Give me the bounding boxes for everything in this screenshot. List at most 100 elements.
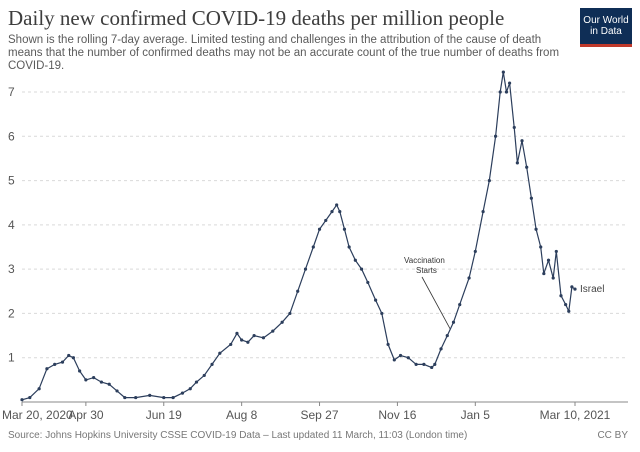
data-point[interactable] [347,245,351,249]
license-label[interactable]: CC BY [597,430,628,441]
data-point[interactable] [92,376,96,380]
data-point[interactable] [99,380,104,384]
logo-line-1: Our World [583,15,629,26]
data-point[interactable] [342,227,347,231]
data-point[interactable] [123,395,127,400]
data-point[interactable] [366,280,370,285]
data-point[interactable] [551,276,555,280]
data-point[interactable] [303,267,308,271]
data-point[interactable] [180,391,185,395]
data-point[interactable] [406,356,410,360]
data-point[interactable] [473,249,477,254]
x-tick-label: Mar 20, 2020 [2,408,73,422]
data-point[interactable] [261,336,266,340]
data-point[interactable] [554,249,558,254]
data-point[interactable] [433,362,437,366]
data-point[interactable] [458,302,462,307]
data-point[interactable] [392,358,396,362]
data-point[interactable] [311,245,315,249]
data-point[interactable] [271,329,275,333]
data-point[interactable] [202,373,206,378]
data-point[interactable] [559,294,563,298]
data-point[interactable] [542,271,546,276]
series-label-israel: Israel [580,284,604,295]
data-point[interactable] [229,342,233,347]
data-point[interactable] [445,333,449,338]
data-point[interactable] [467,276,471,280]
data-point[interactable] [498,90,502,94]
data-point[interactable] [504,90,509,94]
y-tick-label: 2 [8,306,15,320]
y-tick-label: 1 [8,351,15,365]
data-point[interactable] [53,362,57,366]
x-tick-label: Nov 16 [378,408,416,422]
data-point[interactable] [507,81,512,85]
data-point[interactable] [422,362,426,366]
data-point[interactable] [296,289,300,293]
data-point[interactable] [188,387,192,391]
data-point[interactable] [235,331,239,335]
data-point[interactable] [246,340,250,344]
data-point[interactable] [210,362,214,366]
data-point[interactable] [439,347,443,351]
data-point[interactable] [512,125,516,130]
data-point[interactable] [194,380,199,384]
data-point[interactable] [330,209,334,214]
data-point[interactable] [134,395,138,400]
data-point[interactable] [115,389,119,393]
data-point[interactable] [162,395,166,400]
data-point[interactable] [280,320,284,324]
data-point[interactable] [534,227,538,231]
owid-logo[interactable]: Our World in Data [580,8,632,47]
data-point[interactable] [317,227,322,231]
data-point[interactable] [71,356,76,360]
data-point[interactable] [335,203,339,207]
logo-line-2: in Data [590,26,622,37]
data-point[interactable] [84,378,88,382]
data-point[interactable] [37,387,41,391]
data-point[interactable] [487,178,491,183]
data-point[interactable] [20,398,24,402]
data-point[interactable] [573,287,577,291]
data-point[interactable] [107,382,111,386]
data-point[interactable] [252,333,256,338]
data-point[interactable] [78,369,82,373]
data-point[interactable] [430,365,434,370]
data-point[interactable] [218,351,222,355]
data-point[interactable] [481,209,485,214]
data-point[interactable] [515,161,519,165]
data-point[interactable] [148,393,152,397]
data-point[interactable] [564,302,568,307]
data-point[interactable] [374,298,378,302]
data-point[interactable] [240,338,244,342]
series-line-israel [21,72,576,401]
data-point[interactable] [525,165,529,169]
data-point[interactable] [529,196,533,200]
data-point[interactable] [570,285,574,289]
data-point[interactable] [28,395,32,400]
data-point[interactable] [546,258,551,262]
data-point[interactable] [414,362,418,366]
data-point[interactable] [398,353,403,358]
data-point[interactable] [288,311,292,316]
data-point[interactable] [338,209,342,214]
data-point[interactable] [380,311,384,316]
data-point[interactable] [451,320,456,324]
data-point[interactable] [539,245,543,249]
data-point[interactable] [493,134,498,138]
data-point[interactable] [359,267,364,271]
y-tick-label: 6 [8,129,15,143]
data-point[interactable] [67,353,71,358]
data-point[interactable] [567,309,571,313]
data-point[interactable] [324,218,328,223]
data-point[interactable] [386,342,390,347]
data-point[interactable] [353,258,357,262]
data-point[interactable] [171,395,175,400]
data-point[interactable] [60,360,65,364]
x-tick-label: Apr 30 [68,408,104,422]
data-point[interactable] [501,70,505,74]
source-note[interactable]: Source: Johns Hopkins University CSSE CO… [8,430,468,441]
data-point[interactable] [520,139,524,143]
x-tick-label: Mar 10, 2021 [540,408,611,422]
data-point[interactable] [45,367,49,371]
